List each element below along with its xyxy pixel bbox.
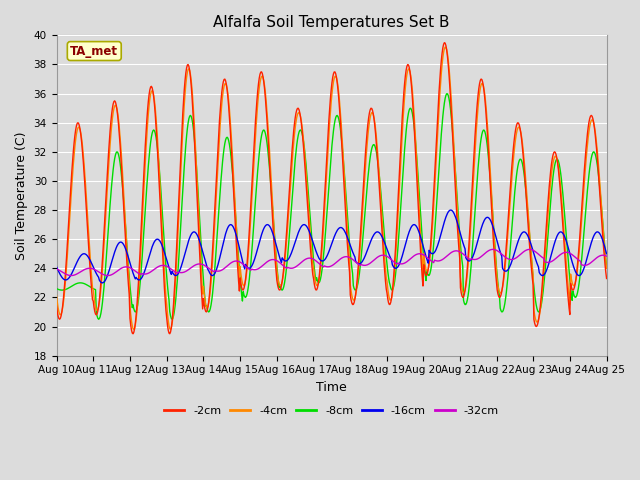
Legend: -2cm, -4cm, -8cm, -16cm, -32cm: -2cm, -4cm, -8cm, -16cm, -32cm	[160, 402, 503, 420]
-4cm	[52, 292, 60, 298]
-8cm	[399, 168, 407, 174]
-8cm	[603, 264, 611, 270]
-32cm	[205, 265, 212, 271]
-2cm	[63, 255, 70, 261]
-32cm	[399, 261, 407, 266]
-4cm	[205, 300, 212, 306]
-2cm	[440, 40, 448, 46]
X-axis label: Time: Time	[316, 381, 347, 394]
-8cm	[443, 91, 451, 96]
-32cm	[104, 273, 111, 278]
-2cm	[129, 331, 137, 336]
-16cm	[99, 280, 106, 286]
-2cm	[415, 223, 423, 228]
-8cm	[415, 190, 423, 195]
Line: -16cm: -16cm	[56, 210, 607, 283]
-16cm	[176, 268, 184, 274]
Line: -2cm: -2cm	[56, 43, 607, 334]
-8cm	[176, 240, 184, 246]
-32cm	[52, 266, 60, 272]
Title: Alfalfa Soil Temperatures Set B: Alfalfa Soil Temperatures Set B	[213, 15, 450, 30]
-2cm	[119, 193, 127, 199]
-4cm	[415, 206, 423, 212]
-16cm	[603, 251, 611, 257]
-8cm	[205, 309, 212, 315]
-32cm	[603, 253, 611, 259]
-32cm	[415, 251, 423, 257]
-8cm	[168, 316, 176, 322]
-32cm	[63, 272, 70, 277]
-2cm	[176, 175, 184, 180]
-4cm	[603, 265, 611, 271]
-4cm	[442, 44, 449, 50]
-4cm	[119, 180, 127, 185]
-4cm	[176, 193, 184, 199]
Y-axis label: Soil Temperature (C): Soil Temperature (C)	[15, 131, 28, 260]
-4cm	[63, 265, 70, 271]
-32cm	[176, 270, 184, 276]
-2cm	[603, 276, 611, 281]
-16cm	[63, 277, 70, 283]
Line: -32cm: -32cm	[56, 250, 607, 276]
-2cm	[205, 299, 212, 304]
-8cm	[63, 286, 70, 292]
-16cm	[52, 264, 60, 270]
Line: -8cm: -8cm	[56, 94, 607, 319]
-8cm	[52, 286, 60, 291]
-16cm	[415, 229, 423, 235]
-32cm	[525, 247, 533, 252]
-16cm	[399, 250, 407, 256]
-2cm	[52, 303, 60, 309]
Text: TA_met: TA_met	[70, 45, 118, 58]
-16cm	[447, 207, 454, 213]
-16cm	[205, 268, 212, 274]
-4cm	[130, 326, 138, 332]
-32cm	[120, 264, 128, 270]
Line: -4cm: -4cm	[56, 47, 607, 329]
-8cm	[119, 190, 127, 196]
-2cm	[399, 101, 407, 107]
-16cm	[120, 242, 128, 248]
-4cm	[399, 116, 407, 122]
